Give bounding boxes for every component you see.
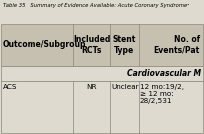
Bar [1,81,203,133]
Text: Outcome/Subgroup: Outcome/Subgroup [3,40,86,49]
Text: ACS: ACS [3,84,18,90]
Text: NR: NR [86,84,97,90]
Bar [1,24,203,66]
Text: Unclear: Unclear [111,84,139,90]
Bar [1,66,203,81]
Text: Stent
Type: Stent Type [113,35,136,55]
Text: Included
RCTs: Included RCTs [73,35,111,55]
Text: Table 35   Summary of Evidence Available: Acute Coronary Syndromeᵃ: Table 35 Summary of Evidence Available: … [3,3,189,8]
Text: Cardiovascular M: Cardiovascular M [127,69,201,78]
Text: 12 mo:19/2,
≥ 12 mo:
28/2,531: 12 mo:19/2, ≥ 12 mo: 28/2,531 [140,84,184,104]
Text: No. of
Events/Pat: No. of Events/Pat [154,35,200,55]
